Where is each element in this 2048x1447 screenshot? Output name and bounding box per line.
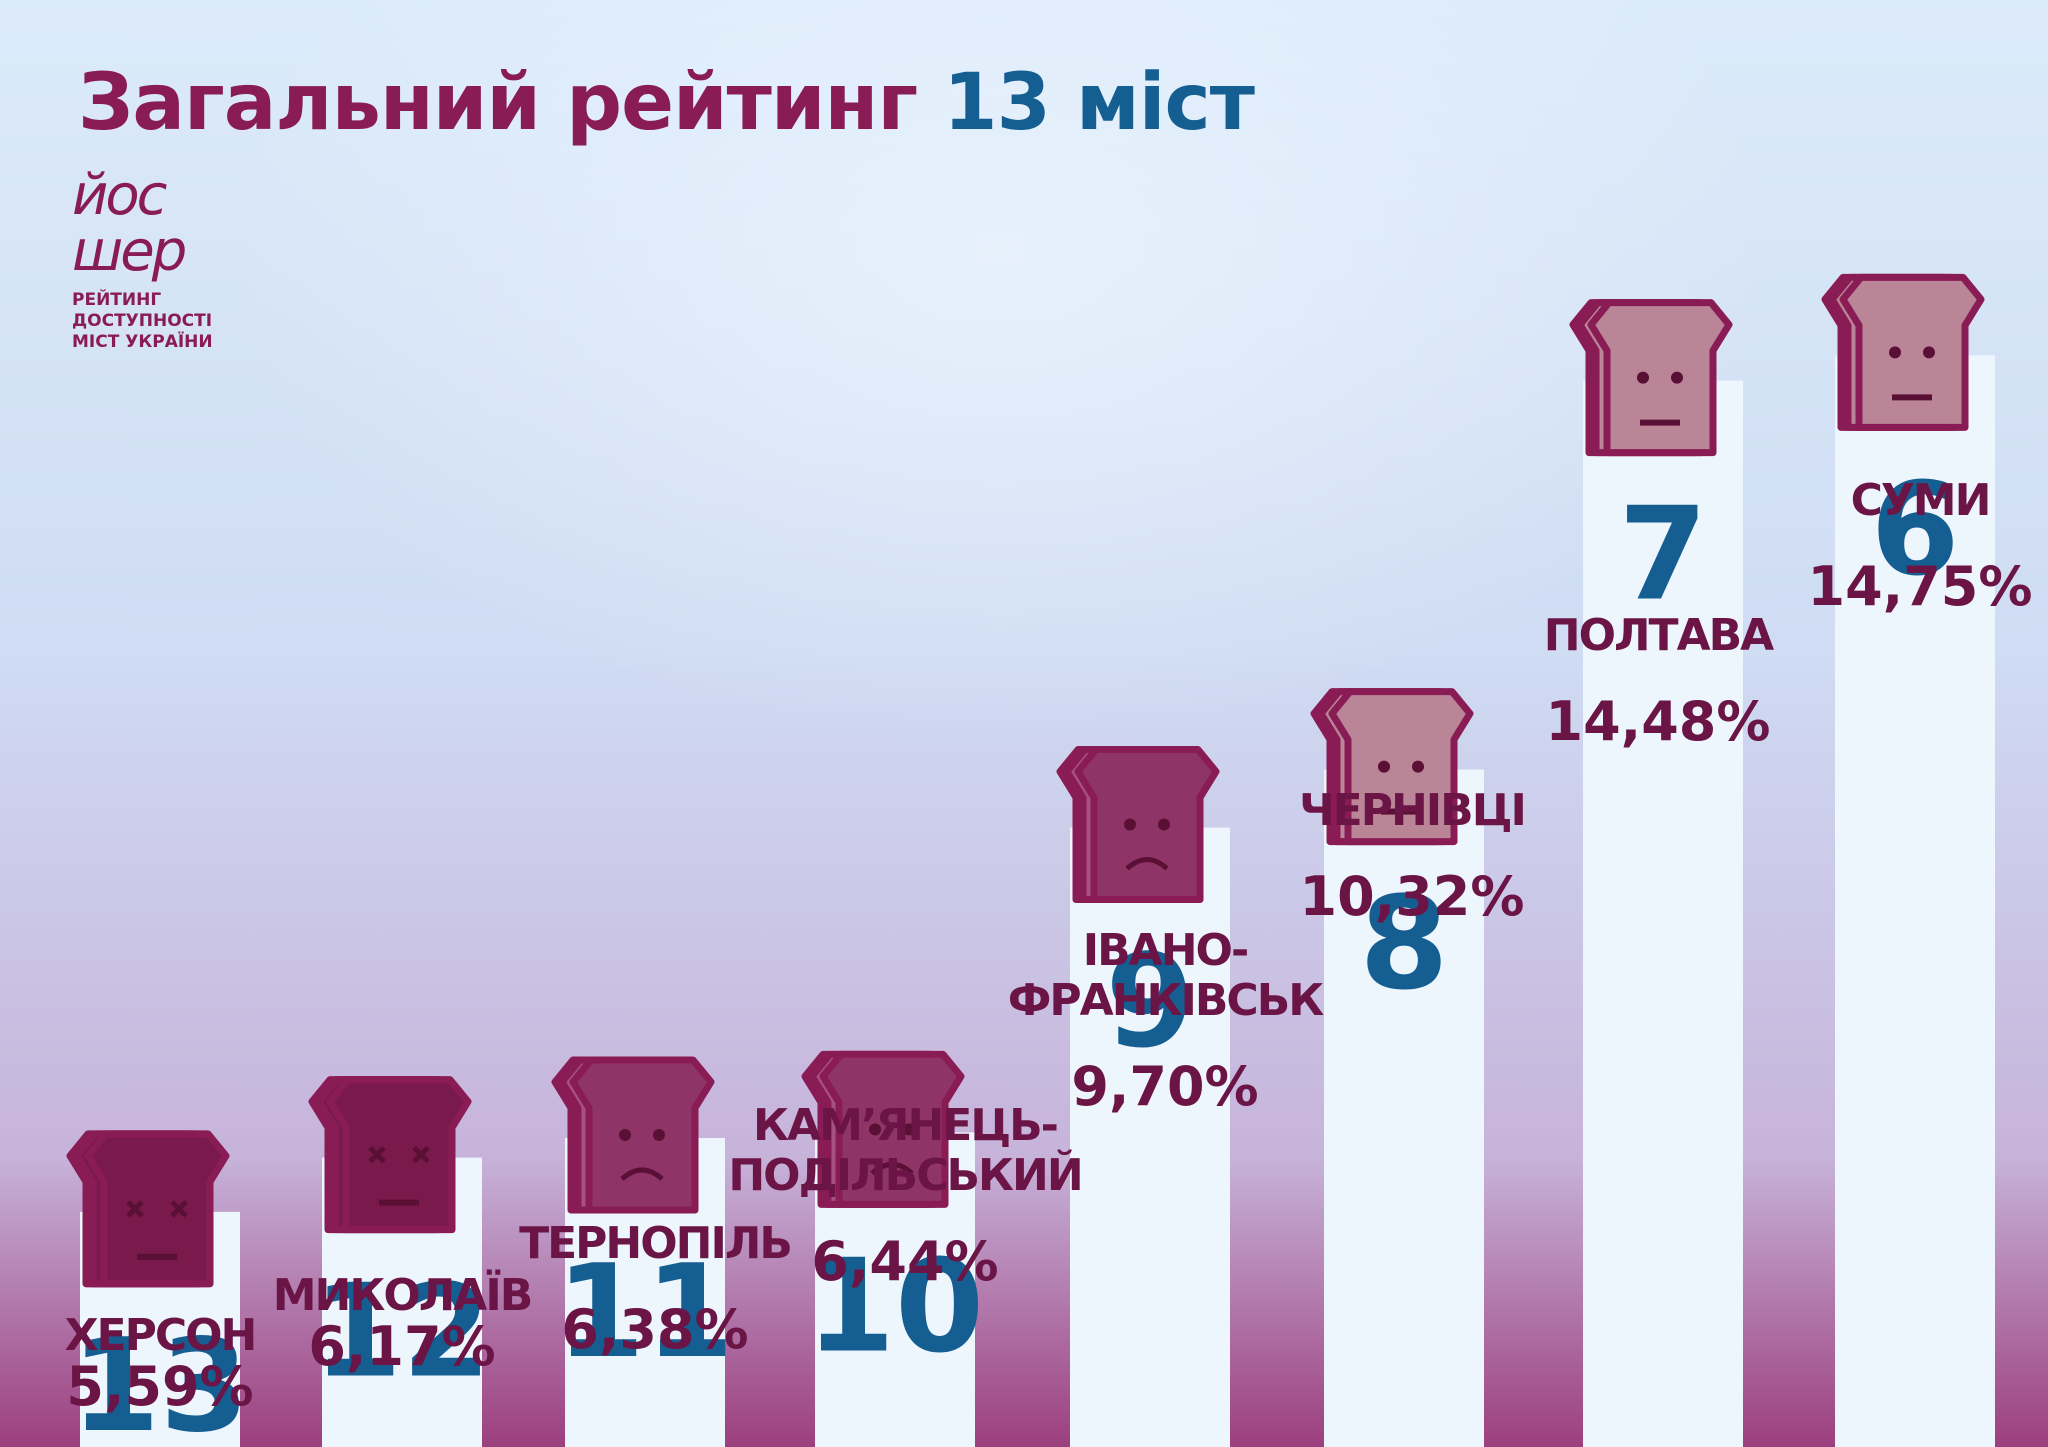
page-title: Загальний рейтинг 13 міст — [78, 58, 1255, 148]
value-label: 6,17% — [308, 1315, 495, 1378]
rank-label: 7 — [1618, 481, 1707, 630]
logo-word-line1: йос — [72, 163, 167, 228]
category-label: ПОЛТАВА — [1544, 610, 1774, 661]
bar-5 — [1070, 827, 1230, 1447]
rank-label: 13 — [71, 1312, 249, 1447]
face-icon-neutral — [1821, 273, 1985, 431]
category-label: КАМ’ЯНЕЦЬ- — [753, 1100, 1057, 1151]
value-label: 14,75% — [1808, 555, 2033, 618]
category-label: СУМИ — [1851, 475, 1990, 526]
bar-8 — [1835, 355, 1995, 1447]
rank-label: 9 — [1105, 928, 1194, 1077]
value-label: 6,38% — [561, 1298, 748, 1361]
category-label: МИКОЛАЇВ — [273, 1268, 531, 1321]
logo-subtitle: РЕЙТИНГ ДОСТУПНОСТІ МІСТ УКРАЇНИ — [72, 290, 213, 352]
logo-word-line2: шер — [72, 219, 187, 284]
value-label: 5,59% — [66, 1355, 253, 1418]
value-label: 6,44% — [811, 1230, 998, 1293]
bar-7 — [1583, 380, 1743, 1447]
title-number: 13 міст — [943, 58, 1255, 148]
face-icon-dead — [308, 1076, 472, 1234]
rank-label: 12 — [313, 1258, 491, 1407]
category-label: ПОДІЛЬСЬКИЙ — [728, 1148, 1081, 1201]
value-label: 14,48% — [1546, 690, 1771, 753]
value-label: 10,32% — [1300, 865, 1525, 928]
face-icon-neutral — [1569, 299, 1733, 457]
category-label: ХЕРСОН — [65, 1310, 256, 1361]
face-icon-dead — [66, 1130, 230, 1288]
category-label: ЧЕРНІВЦІ — [1299, 785, 1525, 836]
bar-6 — [1324, 769, 1484, 1447]
rank-label: 11 — [556, 1238, 734, 1387]
face-icon-sad — [551, 1056, 715, 1214]
face-icon-sad — [1056, 746, 1220, 904]
face-icon-sad — [801, 1050, 965, 1208]
face-icon-neutral — [1310, 688, 1474, 846]
rank-label: 10 — [806, 1232, 984, 1381]
rank-label: 8 — [1359, 870, 1448, 1019]
category-label: ТЕРНОПІЛЬ — [519, 1218, 791, 1269]
category-label: ФРАНКІВСЬК — [1008, 975, 1324, 1026]
title-prefix: Загальний рейтинг — [78, 58, 918, 148]
rank-label: 6 — [1870, 455, 1959, 604]
value-label: 9,70% — [1071, 1055, 1258, 1118]
category-label: ІВАНО- — [1083, 925, 1247, 976]
logo: йос шер РЕЙТИНГ ДОСТУПНОСТІ МІСТ УКРАЇНИ — [72, 168, 272, 353]
